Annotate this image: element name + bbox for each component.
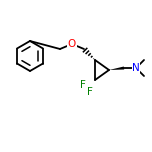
Text: F: F [80, 80, 86, 90]
Polygon shape [109, 67, 124, 70]
Text: F: F [87, 87, 93, 97]
Text: N: N [132, 63, 140, 73]
Text: O: O [68, 39, 76, 49]
